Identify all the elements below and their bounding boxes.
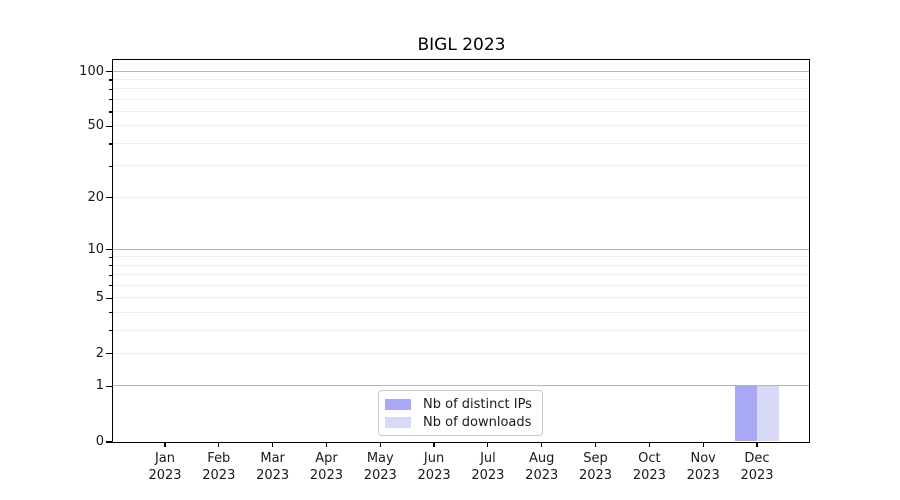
y-tick <box>106 441 112 443</box>
y-tick-label: 5 <box>95 290 104 306</box>
y-tick-label: 10 <box>87 241 104 257</box>
y-minor-tick <box>109 274 112 276</box>
gridline-minor <box>113 98 809 100</box>
gridline-minor <box>113 274 809 276</box>
x-tick-label: Sep 2023 <box>578 451 613 483</box>
y-tick <box>106 125 112 128</box>
gridline-minor <box>113 264 809 266</box>
legend-label: Nb of distinct IPs <box>423 397 532 412</box>
x-tick <box>487 442 489 447</box>
x-tick-label: Jul 2023 <box>471 451 505 483</box>
legend-item-distinct-ips: Nb of distinct IPs <box>385 396 534 413</box>
y-minor-tick <box>109 143 112 145</box>
x-tick-label: Mar 2023 <box>256 451 290 483</box>
y-minor-tick <box>109 312 112 314</box>
x-tick-label: Dec 2023 <box>740 451 774 483</box>
y-minor-tick <box>109 88 112 90</box>
gridline-minor <box>113 284 809 286</box>
gridline-minor <box>113 256 809 258</box>
y-minor-tick <box>109 256 112 258</box>
bar-nb-of-distinct-ips <box>735 385 757 442</box>
x-tick <box>594 442 597 447</box>
y-tick-label: 20 <box>87 189 104 205</box>
x-tick-label: Feb 2023 <box>202 451 236 483</box>
y-tick <box>106 248 112 251</box>
y-tick <box>106 353 112 355</box>
legend-item-downloads: Nb of downloads <box>385 414 534 431</box>
legend: Nb of distinct IPs Nb of downloads <box>378 390 543 436</box>
x-tick-label: Apr 2023 <box>309 451 343 483</box>
x-tick <box>272 442 274 447</box>
x-tick-label: Aug 2023 <box>525 451 559 483</box>
plot-area <box>112 59 810 443</box>
downloads-swatch-icon <box>385 417 411 428</box>
x-tick <box>379 442 381 447</box>
y-minor-tick <box>109 99 112 101</box>
gridline-major <box>113 248 809 250</box>
chart-title: BIGL 2023 <box>417 35 506 55</box>
y-tick-label: 1 <box>95 378 104 394</box>
y-minor-tick <box>109 265 112 267</box>
x-tick <box>702 442 704 447</box>
y-tick-label: 100 <box>79 63 104 79</box>
x-tick <box>164 442 166 447</box>
gridline-minor <box>113 329 809 331</box>
x-tick-label: Jan 2023 <box>148 451 182 483</box>
bar-nb-of-downloads <box>757 385 779 442</box>
x-tick-label: Jun 2023 <box>417 451 451 483</box>
gridline-minor <box>113 111 809 113</box>
y-minor-tick <box>109 165 112 167</box>
gridline-minor <box>113 88 809 90</box>
x-tick <box>541 442 543 447</box>
x-tick <box>756 442 758 447</box>
y-tick-label: 2 <box>95 345 104 361</box>
gridline-minor <box>113 196 809 198</box>
y-tick-label: 50 <box>87 118 104 134</box>
y-tick <box>106 71 112 73</box>
gridline-minor <box>113 352 809 354</box>
x-tick-label: Oct 2023 <box>632 451 666 483</box>
gridline-minor <box>113 125 809 127</box>
x-tick <box>218 442 220 447</box>
distinct-ips-swatch-icon <box>385 399 411 410</box>
y-tick <box>106 385 112 387</box>
gridline-minor <box>113 311 809 313</box>
gridline-minor <box>113 142 809 144</box>
y-minor-tick <box>109 79 112 81</box>
legend-label: Nb of downloads <box>423 415 532 430</box>
gridline-minor <box>113 297 809 299</box>
y-minor-tick <box>109 285 112 287</box>
y-minor-tick <box>109 111 112 113</box>
y-tick-label: 0 <box>95 434 104 449</box>
x-tick-label: Nov 2023 <box>686 451 720 483</box>
gridline-minor <box>113 165 809 167</box>
gridline-major <box>113 385 809 387</box>
x-tick <box>325 442 328 447</box>
y-tick <box>106 297 112 299</box>
y-minor-tick <box>109 330 112 332</box>
grid-layer <box>113 60 809 442</box>
x-tick <box>433 442 435 447</box>
bars-layer <box>113 60 809 442</box>
gridline-minor <box>113 78 809 80</box>
y-tick <box>106 197 112 199</box>
x-tick <box>648 442 650 447</box>
gridline-major <box>113 70 809 72</box>
x-tick-label: May 2023 <box>363 451 397 483</box>
